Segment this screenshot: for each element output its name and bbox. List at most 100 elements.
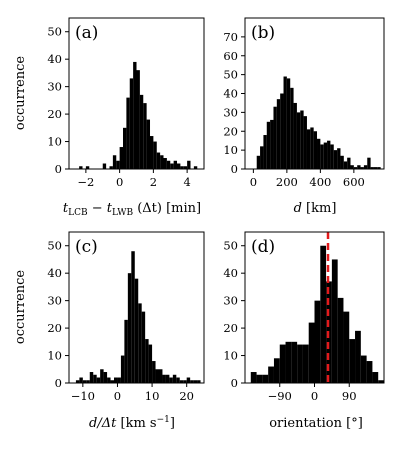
panel-b-ytick-label-4: 40 [223,87,238,101]
panel-c-bar-21 [148,344,153,383]
panel-c-bar-3 [86,380,90,383]
panel-d-label: (d) [251,237,275,257]
panel-c-frame [68,231,205,384]
panel-d-ytick-label-1: 10 [223,349,238,363]
panel-a-bar-3 [109,166,113,169]
panel-d-bar-9 [302,344,309,383]
panel-d-bar-6 [285,341,292,383]
panel-b-ytick-label-7: 70 [223,30,238,44]
panel-a-bar-27 [193,166,198,169]
panel-a-bar-11 [136,70,140,169]
panel-b-bar-35 [373,167,378,169]
panel-c-ylabel: occurrence [13,270,28,345]
panel-c-bar-25 [162,374,166,383]
panel-a-ylabel: occurrence [13,56,28,131]
panel-c-ytick-label-0: 0 [55,376,62,390]
panel-b-bar-4 [270,119,274,169]
panel-b-ytick-label-3: 30 [223,105,238,119]
panel-b-bar-30 [357,165,361,169]
panel-a-ytick-label-5: 50 [47,25,62,39]
panel-b-bar-14 [303,116,307,169]
panel-d-bar-3 [268,366,274,383]
panel-c-ytick-label-4: 40 [47,266,62,280]
panel-c-bar-23 [155,369,159,383]
panel-d-bar-1 [256,374,263,383]
panel-c-xtick-label-2: 10 [145,389,160,403]
panel-b-bar-31 [360,167,364,169]
panel-b-bar-12 [296,112,301,170]
panel-b-label: (b) [251,23,275,43]
panel-b-bar-23 [333,150,338,170]
panel-a-bar-0 [79,166,83,169]
panel-d-bar-12 [320,245,327,383]
panel-a-bar-16 [153,141,157,169]
panel-a-bar-23 [177,163,181,169]
panel-c-bar-28 [172,374,177,383]
panel-a-bar-5 [116,160,120,169]
panel-a-xtick-label-1: 0 [116,175,123,189]
panel-a-bar-9 [129,78,134,169]
panel-c-bar-16 [131,251,135,383]
panel-a-bar-20 [166,160,171,169]
panel-b-bar-10 [290,87,294,169]
panel-b-bar-0 [256,155,261,169]
panel-a-bar-22 [173,160,178,169]
panel-b-bar-32 [363,165,368,169]
panel-b-bar-26 [343,161,348,169]
panel-c-bar-18 [138,303,142,383]
panel-c-bar-15 [127,273,132,383]
panel-a-bar-26 [187,160,191,169]
panel-c-bar-19 [141,311,146,383]
panel-b-bar-18 [317,138,321,169]
panel-a-xtick-label-2: 2 [150,175,157,189]
panel-b-bar-8 [283,76,287,169]
panel-c-bar-2 [82,380,87,383]
panel-b-bar-28 [350,165,354,169]
panel-c-ytick-label-5: 50 [47,239,62,253]
panel-a-xlabel: tLCB − tLWB (Δt) [min] [63,201,201,218]
panel-d-xtick-label-2: 90 [342,389,357,403]
panel-b-xtick-label-0: 0 [250,175,257,189]
panel-a-bar-7 [123,127,127,169]
panel-b-bar-5 [273,106,277,169]
panel-a-xtick-label-0: −2 [77,175,94,189]
panel-b-xtick-label-3: 600 [343,175,365,189]
panel-b-bar-22 [330,144,334,169]
panel-a-bar-4 [112,155,117,169]
panel-b: 0 200 400 600 0 10 20 30 40 50 60 70 (b) [223,17,385,189]
panel-d-bar-5 [279,344,286,383]
panel-d-bar-20 [366,361,373,383]
panel-a-xtick-label-3: 4 [183,175,190,189]
panel-c-ytick-label-1: 10 [47,349,62,363]
panel-a-bar-8 [126,97,130,169]
panel-a-bar-18 [160,155,164,169]
panel-b-bar-24 [337,148,341,169]
panel-c-bar-13 [120,355,125,383]
panel-c-bar-12 [117,377,121,383]
panel-b-bar-21 [327,140,331,169]
panel-b-xtick-label-2: 400 [309,175,331,189]
panel-a-bar-25 [183,166,188,169]
panel-a-bar-24 [180,166,184,169]
panel-b-bar-19 [320,144,324,169]
panel-d-bar-18 [355,330,361,383]
panel-c-label: (c) [75,237,98,257]
panel-b-bar-2 [263,135,267,169]
panel-c-bar-22 [152,361,156,383]
panel-c-bar-33 [190,380,194,383]
panel-c-bar-6 [96,377,101,383]
panel-c-bar-32 [186,377,191,383]
panel-c-bar-5 [93,374,97,383]
panel-a-bar-6 [119,147,124,169]
panel-d-bar-16 [343,311,350,383]
panel-b-bar-7 [280,93,284,169]
panel-b-bar-1 [260,146,264,169]
panel-c-bar-27 [169,377,173,383]
panel-c-xtick-label-3: 20 [179,389,194,403]
panel-a-ytick-label-0: 0 [55,162,62,176]
panel-b-bar-20 [323,142,328,169]
panel-b-xlabel: d [km] [294,201,337,216]
panel-b-bar-9 [286,78,291,169]
panel-a-label: (a) [75,23,98,43]
